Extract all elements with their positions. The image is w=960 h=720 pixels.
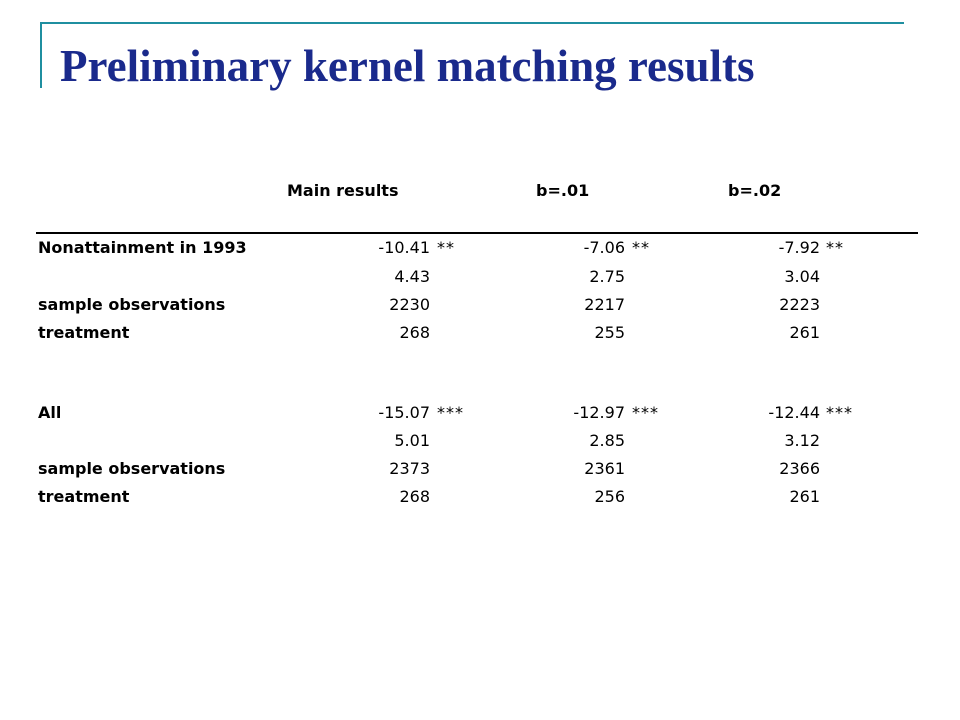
cell-value: 2.75 <box>589 267 625 286</box>
cell-value: 255 <box>594 323 625 342</box>
cell-value: -15.07 <box>378 403 430 422</box>
cell-value: -12.44 <box>768 403 820 422</box>
cell-value: 2223 <box>779 295 820 314</box>
column-header-b01: b=.01 <box>536 181 590 200</box>
cell-value: 2230 <box>389 295 430 314</box>
accent-line-left <box>40 22 42 88</box>
row-label: treatment <box>38 323 130 342</box>
cell-value: 261 <box>789 487 820 506</box>
cell-value: 268 <box>399 487 430 506</box>
table-row: sample observations 2230 2217 2223 <box>0 295 960 321</box>
table-row: 4.43 2.75 3.04 <box>0 267 960 293</box>
slide-title: Preliminary kernel matching results <box>60 41 755 91</box>
table-row: 5.01 2.85 3.12 <box>0 431 960 457</box>
cell-value: -12.97 <box>573 403 625 422</box>
cell-value: -7.06 <box>583 238 625 257</box>
table-row: sample observations 2373 2361 2366 <box>0 459 960 485</box>
significance-stars: *** <box>437 403 464 422</box>
cell-value: 2361 <box>584 459 625 478</box>
table-row: All -15.07 *** -12.97 *** -12.44 *** <box>0 403 960 429</box>
cell-value: 256 <box>594 487 625 506</box>
significance-stars: *** <box>826 403 853 422</box>
cell-value: 2.85 <box>589 431 625 450</box>
cell-value: -7.92 <box>778 238 820 257</box>
accent-line-top <box>40 22 904 24</box>
cell-value: 2366 <box>779 459 820 478</box>
cell-value: 261 <box>789 323 820 342</box>
row-label: Nonattainment in 1993 <box>38 238 247 257</box>
cell-value: -10.41 <box>378 238 430 257</box>
cell-value: 4.43 <box>394 267 430 286</box>
table-row: Nonattainment in 1993 -10.41 ** -7.06 **… <box>0 238 960 264</box>
significance-stars: ** <box>437 238 455 257</box>
cell-value: 3.04 <box>784 267 820 286</box>
row-label: treatment <box>38 487 130 506</box>
row-label: sample observations <box>38 459 226 478</box>
row-label: sample observations <box>38 295 226 314</box>
significance-stars: ** <box>826 238 844 257</box>
cell-value: 5.01 <box>394 431 430 450</box>
header-rule <box>36 232 918 234</box>
table-row: treatment 268 255 261 <box>0 323 960 349</box>
row-label: All <box>38 403 62 422</box>
cell-value: 2373 <box>389 459 430 478</box>
cell-value: 2217 <box>584 295 625 314</box>
cell-value: 3.12 <box>784 431 820 450</box>
column-header-b02: b=.02 <box>728 181 782 200</box>
column-header-main-results: Main results <box>287 181 399 200</box>
table-row: treatment 268 256 261 <box>0 487 960 513</box>
significance-stars: ** <box>632 238 650 257</box>
cell-value: 268 <box>399 323 430 342</box>
significance-stars: *** <box>632 403 659 422</box>
